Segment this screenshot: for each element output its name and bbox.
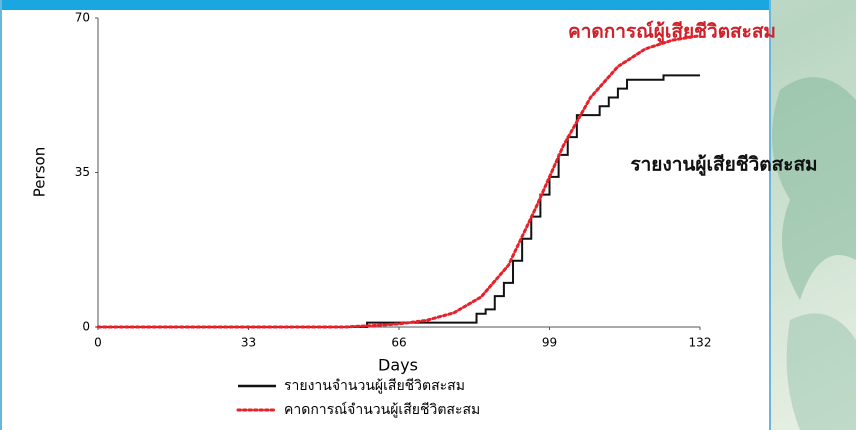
y-tick-label: 70 (75, 11, 90, 25)
x-axis-label: Days (378, 356, 418, 375)
y-tick-label: 35 (75, 165, 90, 179)
series-line (98, 74, 700, 328)
legend-label: คาดการณ์จำนวนผู้เสียชีวิตสะสม (284, 401, 480, 418)
x-tick-label: 99 (542, 336, 557, 350)
x-tick-label: 0 (94, 336, 102, 350)
chart-panel (0, 0, 770, 430)
legend-label: รายงานจำนวนผู้เสียชีวิตสะสม (284, 378, 465, 394)
annotation: รายงานผู้เสียชีวิตสะสม (630, 154, 817, 177)
y-axis-label: Person (31, 147, 49, 197)
annotation: คาดการณ์ผู้เสียชีวิตสะสม (568, 21, 776, 44)
x-tick-label: 132 (689, 336, 712, 350)
series-line (96, 34, 702, 329)
x-tick-label: 66 (391, 336, 406, 350)
decoration (772, 77, 856, 300)
decoration (786, 313, 856, 430)
x-tick-label: 33 (241, 336, 256, 350)
title-banner (0, 0, 770, 10)
y-tick-label: 0 (82, 320, 90, 334)
